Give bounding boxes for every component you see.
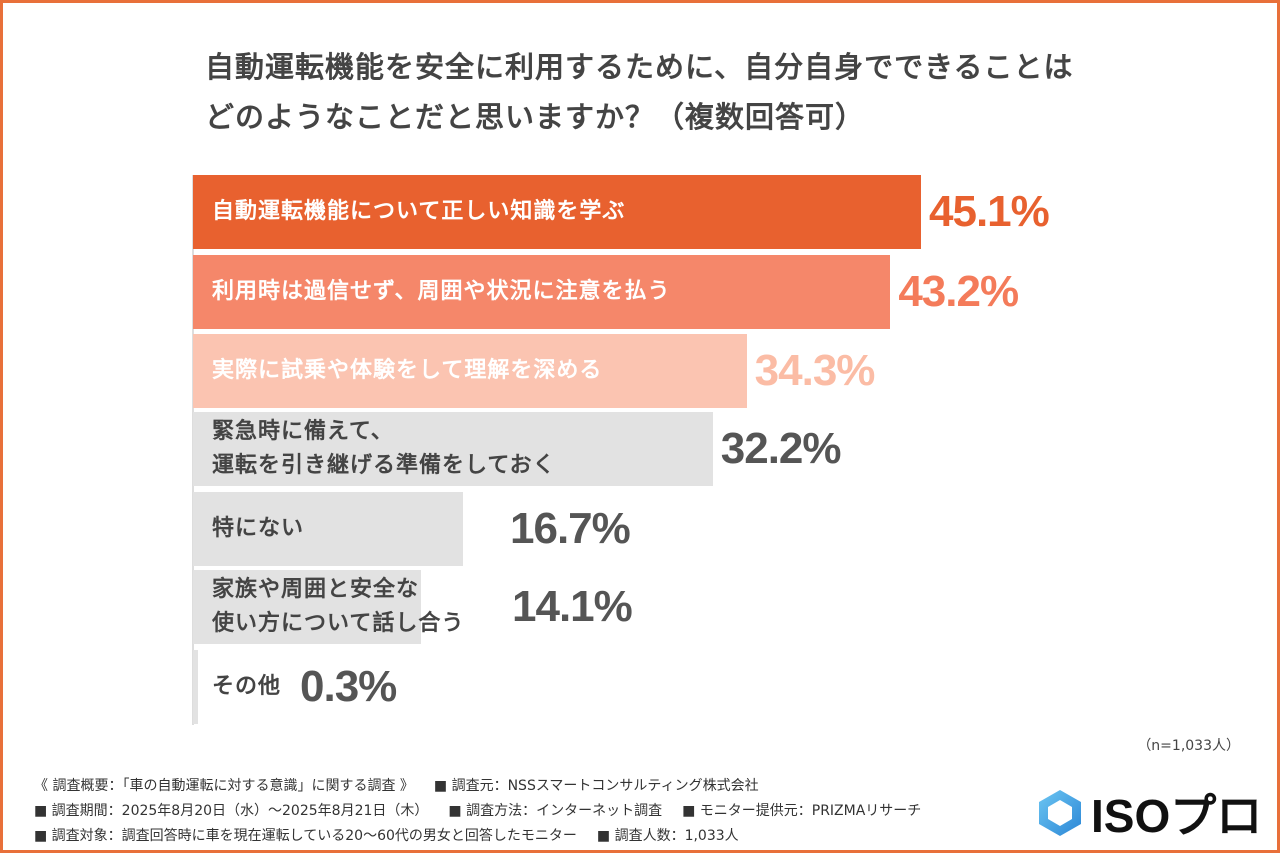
value-label: 34.3%: [754, 346, 876, 395]
bar-row: 家族や周囲と安全な 使い方について話し合う 14.1%: [193, 570, 1193, 644]
bar-row: 自動運転機能について正しい知識を学ぶ 45.1%: [193, 175, 1193, 249]
value-label: 0.3%: [300, 662, 397, 711]
sample-size-note: （n=1,033人）: [1137, 738, 1240, 754]
bar-row: その他 0.3%: [193, 650, 1193, 724]
footer-line: ■ 調査対象：調査回答時に車を現在運転している20～60代の男女と回答したモニタ…: [34, 824, 1024, 849]
footer-item: ■ モニター提供元：PRIZMAリサーチ: [682, 803, 922, 819]
bar-label: 家族や周囲と安全な 使い方について話し合う: [212, 577, 465, 636]
bar-label: その他: [212, 674, 282, 699]
value-label: 45.1%: [929, 187, 1050, 236]
bar: [193, 492, 463, 566]
bar: [193, 334, 747, 408]
value-label: 43.2%: [898, 267, 1019, 316]
hexagon-logo-icon: [1039, 790, 1081, 836]
bar: [193, 255, 891, 329]
footer-item: ■ 調査元：NSSスマートコンサルティング株式会社: [433, 778, 759, 794]
bar-row: 緊急時に備えて、 運転を引き継げる準備をしておく 32.2%: [193, 412, 1193, 486]
bar: [193, 412, 713, 486]
footer-item: ■ 調査方法：インターネット調査: [448, 803, 663, 819]
logo: ISOプロ: [1037, 780, 1262, 846]
bar-row: 実際に試乗や体験をして理解を深める 34.3%: [193, 334, 1193, 408]
footer-line: 《 調査概要：「車の自動運転に対する意識」に関する調査 》 ■ 調査元：NSSスマ…: [34, 774, 1024, 799]
bar-label: 実際に試乗や体験をして理解を深める: [212, 358, 603, 383]
footer-item: ■ 調査人数：1,033人: [596, 828, 739, 844]
survey-footer: 《 調査概要：「車の自動運転に対する意識」に関する調査 》 ■ 調査元：NSSスマ…: [34, 774, 1024, 849]
bar: [193, 570, 421, 644]
bar-row: 特にない 16.7%: [193, 492, 1193, 566]
footer-line: ■ 調査期間：2025年8月20日（水）～2025年8月21日（木） ■ 調査方法…: [34, 799, 1024, 824]
footer-item: ■ 調査期間：2025年8月20日（水）～2025年8月21日（木）: [34, 803, 429, 819]
value-label: 16.7%: [510, 504, 631, 553]
bar-row: 利用時は過信せず、周囲や状況に注意を払う 43.2%: [193, 255, 1193, 329]
bar-label: 自動運転機能について正しい知識を学ぶ: [212, 199, 626, 224]
bar: [193, 650, 198, 724]
bar-label: 利用時は過信せず、周囲や状況に注意を払う: [212, 279, 671, 304]
bar-label: 緊急時に備えて、 運転を引き継げる準備をしておく: [212, 419, 556, 478]
footer-item: ■ 調査対象：調査回答時に車を現在運転している20～60代の男女と回答したモニタ…: [34, 828, 577, 844]
bar-label: 特にない: [212, 516, 305, 541]
value-label: 32.2%: [720, 424, 842, 473]
value-label: 14.1%: [512, 582, 633, 631]
chart-title: 自動運転機能を安全に利用するために、自分自身でできることは どのようなことだと思…: [205, 50, 1074, 134]
logo-text: ISOプロ: [1091, 790, 1263, 842]
bar: [193, 175, 921, 249]
footer-item: 《 調査概要：「車の自動運転に対する意識」に関する調査 》: [34, 778, 414, 794]
